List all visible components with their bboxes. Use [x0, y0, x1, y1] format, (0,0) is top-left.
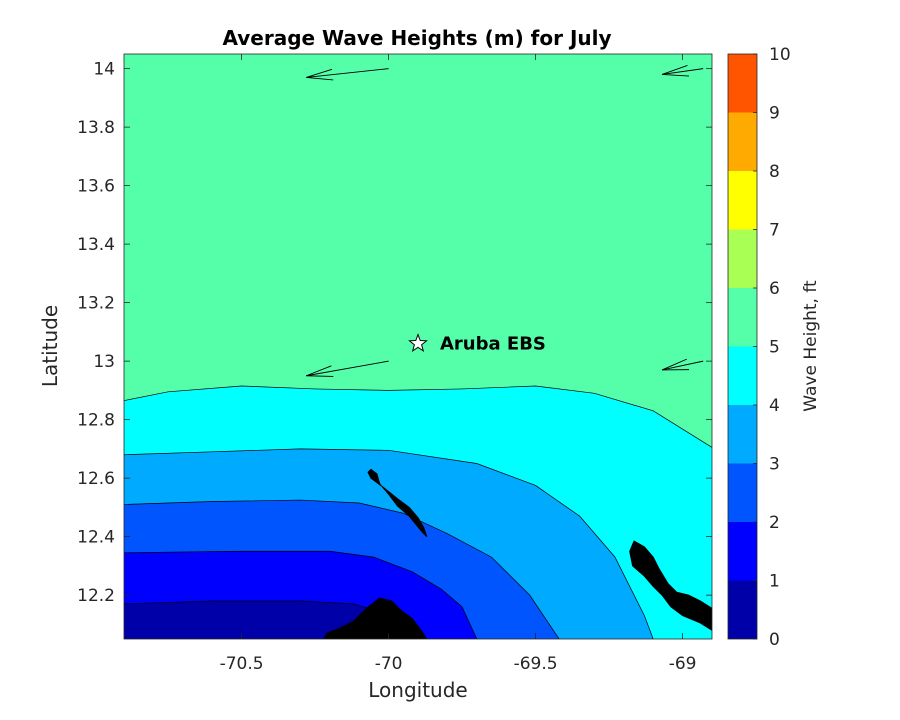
- x-axis-label: Longitude: [368, 678, 467, 702]
- colorbar-tick-label: 6: [769, 279, 780, 299]
- colorbar-block-8-9: [728, 112, 757, 171]
- colorbar-block-2-3: [728, 463, 757, 522]
- wave-arrow: [306, 68, 389, 81]
- contour-line-2: [124, 550, 478, 639]
- contour-line-3: [124, 499, 560, 639]
- colorbar: 0 1 2 3 4 5 6 7 8 9 10 Wave Height, ft: [727, 45, 821, 650]
- colorbar-block-6-7: [728, 229, 757, 288]
- wave-arrow: [661, 65, 704, 77]
- colorbar-block-0-1: [728, 580, 757, 639]
- contour-band-0-1: [124, 600, 404, 639]
- colorbar-tick-label: 2: [769, 513, 780, 533]
- land-curacao: [629, 540, 712, 631]
- colorbar-ticks: 0 1 2 3 4 5 6 7 8 9 10: [753, 45, 791, 650]
- y-axis-ticks: 12.2 12.4 12.6 12.8 13 13.2 13.4 13.6 13.8 14: [77, 60, 712, 606]
- plot-frame: [123, 53, 713, 640]
- colorbar-block-5-6: [728, 288, 757, 347]
- chart-title: Average Wave Heights (m) for July: [222, 26, 611, 50]
- contour-line-5: [124, 385, 712, 448]
- y-tick-label: 13.8: [77, 118, 115, 138]
- wave-arrow: [306, 360, 389, 377]
- colorbar-block-9-10: [728, 54, 757, 113]
- colorbar-tick-label: 10: [769, 45, 791, 65]
- colorbar-tick-label: 7: [769, 221, 780, 241]
- x-tick-label: -69.5: [514, 654, 558, 674]
- site-annotation: Aruba EBS: [408, 333, 546, 355]
- land-masses: [323, 468, 712, 639]
- land-aruba: [367, 468, 428, 537]
- y-tick-label: 13.2: [77, 294, 115, 314]
- x-tick-label: -70.5: [220, 654, 264, 674]
- colorbar-block-7-8: [728, 171, 757, 230]
- y-tick-label: 12.4: [77, 528, 115, 548]
- colorbar-label: Wave Height, ft: [801, 280, 821, 412]
- colorbar-tick-label: 8: [769, 162, 780, 182]
- plot-area: Aruba EBS -70.5 -70 -69.5 -69 12.212.412.61…: [77, 53, 713, 674]
- wave-arrow: [661, 358, 704, 371]
- contour-line-4: [124, 448, 654, 639]
- colorbar-tick-label: 4: [769, 396, 780, 416]
- y-tick-label: 13: [93, 352, 115, 372]
- y-tick-label: 12.2: [77, 586, 115, 606]
- site-star-icon: [408, 333, 428, 353]
- colorbar-block-3-4: [728, 405, 757, 464]
- colorbar-block-1-2: [728, 522, 757, 581]
- contour-bands: [124, 385, 712, 639]
- site-label: Aruba EBS: [440, 334, 546, 355]
- y-tick-label: 12.8: [77, 411, 115, 431]
- y-axis-label: Latitude: [38, 305, 62, 387]
- colorbar-block-4-5: [728, 346, 757, 405]
- y-tick-label: 12.6: [77, 469, 115, 489]
- colorbar-tick-label: 1: [769, 572, 780, 592]
- land-venezuela-coast: [323, 597, 428, 639]
- colorbar-blocks: [728, 54, 757, 639]
- colorbar-tick-label: 3: [769, 455, 780, 475]
- colorbar-tick-label: 5: [769, 338, 780, 358]
- x-axis-ticks: -70.5 -70 -69.5 -69: [220, 54, 697, 674]
- y-tick-label: 13.4: [77, 235, 115, 255]
- x-tick-label: -70: [375, 654, 403, 674]
- y-tick-label: 13.6: [77, 177, 115, 197]
- x-tick-label: -69: [669, 654, 697, 674]
- colorbar-tick-label: 0: [769, 630, 780, 650]
- y-tick-label: 14: [93, 60, 115, 80]
- colorbar-tick-label: 9: [769, 104, 780, 124]
- wave-direction-arrows: [306, 65, 704, 377]
